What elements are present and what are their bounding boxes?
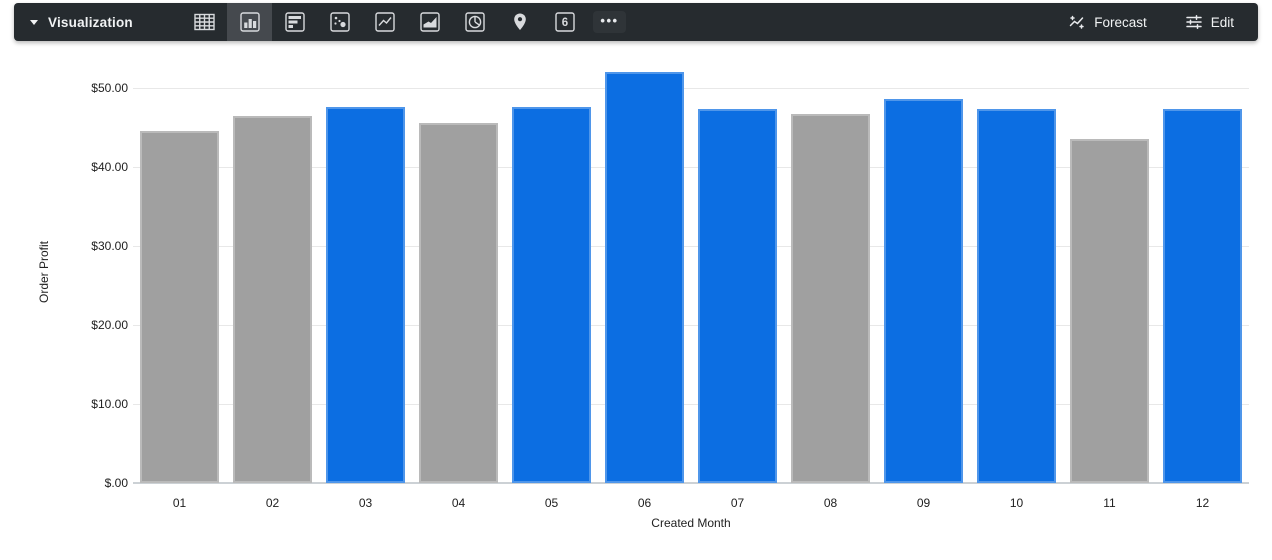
gridline: [133, 88, 1249, 89]
viz-type-pie-chart-button[interactable]: [452, 3, 497, 41]
bar-01[interactable]: [140, 131, 219, 483]
line-chart-icon: [374, 12, 395, 32]
bar-08[interactable]: [791, 114, 870, 483]
x-axis-tick-label: 04: [451, 496, 466, 510]
toolbar-actions: Forecast Edit: [1068, 3, 1234, 41]
viz-type-scatter-button[interactable]: [317, 3, 362, 41]
visualization-menu-label: Visualization: [48, 14, 133, 30]
x-axis-tick-label: 06: [637, 496, 652, 510]
y-axis-tick-label: $10.00: [91, 397, 128, 411]
bar-12[interactable]: [1163, 109, 1242, 483]
x-axis-tick-label: 01: [172, 496, 187, 510]
svg-text:6: 6: [561, 17, 567, 29]
bar-09[interactable]: [884, 99, 963, 483]
y-axis-tick-label: $.00: [104, 476, 128, 490]
viz-type-line-chart-button[interactable]: [362, 3, 407, 41]
viz-type-area-chart-button[interactable]: [407, 3, 452, 41]
gridline: [133, 246, 1249, 247]
bar-06[interactable]: [605, 72, 684, 483]
bar-07[interactable]: [698, 109, 777, 483]
forecast-icon: [1069, 15, 1084, 29]
forecast-label: Forecast: [1094, 14, 1147, 30]
table-icon: [194, 13, 215, 31]
x-axis-tick-label: 09: [916, 496, 931, 510]
x-axis-tick-label: 12: [1195, 496, 1210, 510]
viz-type-map-button[interactable]: [497, 3, 542, 41]
column-chart-icon: [239, 12, 260, 32]
edit-label: Edit: [1210, 14, 1234, 30]
x-axis-tick-label: 11: [1103, 496, 1116, 510]
single-value-icon: 6: [554, 12, 575, 32]
gridline: [133, 325, 1249, 326]
gridline: [133, 404, 1249, 405]
bar-chart: Order Profit Created Month $.00 $10.00 $20…: [0, 41, 1272, 560]
x-axis-tick-label: 05: [544, 496, 559, 510]
bar-02[interactable]: [233, 115, 312, 483]
visualization-toolbar: Visualization: [14, 3, 1258, 41]
gridline: [133, 167, 1249, 168]
area-chart-icon: [419, 12, 440, 32]
bar-03[interactable]: [326, 106, 405, 483]
x-axis-tick-label: 08: [823, 496, 838, 510]
bar-11[interactable]: [1070, 138, 1149, 483]
visualization-menu-button[interactable]: Visualization: [14, 3, 133, 41]
gridline: [133, 482, 1249, 484]
map-pin-icon: [513, 13, 526, 30]
viz-type-single-value-button[interactable]: 6: [542, 3, 587, 41]
bar-05[interactable]: [512, 106, 591, 483]
edit-button[interactable]: Edit: [1185, 13, 1234, 31]
bar-04[interactable]: [419, 122, 498, 483]
more-viz-types-button[interactable]: •••: [587, 3, 632, 41]
edit-settings-icon: [1185, 15, 1202, 29]
viz-type-row-chart-button[interactable]: [272, 3, 317, 41]
caret-down-icon: [30, 19, 38, 25]
x-axis-tick-label: 07: [730, 496, 745, 510]
viz-type-column-chart-button[interactable]: [227, 3, 272, 41]
y-axis-tick-label: $50.00: [91, 81, 128, 95]
x-axis-tick-label: 10: [1009, 496, 1024, 510]
viz-type-strip: 6 •••: [182, 3, 632, 41]
pie-chart-icon: [464, 12, 485, 32]
y-axis-tick-label: $40.00: [91, 160, 128, 174]
scatter-chart-icon: [329, 12, 350, 32]
viz-type-table-button[interactable]: [182, 3, 227, 41]
y-axis-tick-label: $30.00: [91, 239, 128, 253]
bar-10[interactable]: [977, 109, 1056, 483]
x-axis-tick-label: 03: [358, 496, 373, 510]
x-axis-tick-label: 02: [265, 496, 280, 510]
forecast-button[interactable]: Forecast: [1068, 13, 1147, 31]
row-chart-icon: [284, 12, 305, 32]
y-axis-tick-label: $20.00: [91, 318, 128, 332]
ellipsis-icon: •••: [593, 11, 626, 33]
x-axis-title: Created Month: [651, 516, 731, 530]
